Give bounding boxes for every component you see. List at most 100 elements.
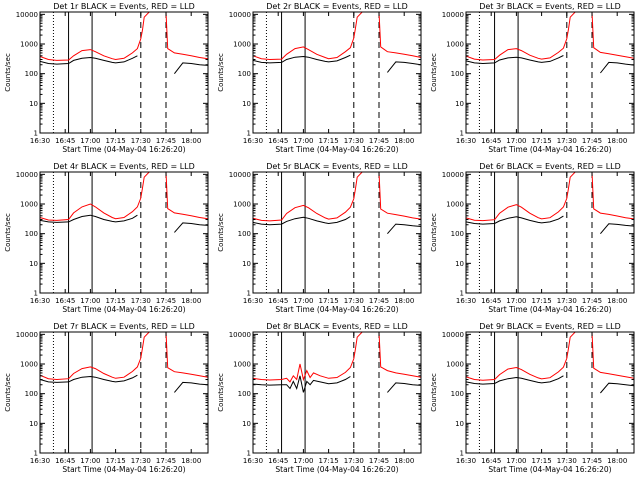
x-tick-label: 16:30 — [456, 297, 476, 305]
y-tick-label: 1000 — [446, 201, 464, 209]
x-tick-label: 17:00 — [293, 457, 313, 465]
series-events-line — [40, 55, 208, 75]
x-tick-label: 18:00 — [607, 457, 627, 465]
y-tick-label: 1000 — [233, 41, 251, 49]
x-tick-label: 16:30 — [30, 297, 50, 305]
y-tick-label: 10 — [29, 420, 38, 428]
series-events-line — [466, 215, 634, 235]
panel-title: Det 4r BLACK = Events, RED = LLD — [53, 162, 195, 171]
panel-title: Det 7r BLACK = Events, RED = LLD — [53, 322, 195, 331]
x-tick-label: 17:15 — [106, 297, 126, 305]
x-tick-label: 18:00 — [607, 137, 627, 145]
x-tick-label: 17:00 — [506, 457, 526, 465]
x-tick-label: 17:00 — [506, 297, 526, 305]
y-axis-label: Counts/sec — [4, 53, 12, 92]
x-tick-label: 16:45 — [481, 297, 501, 305]
y-tick-label: 1 — [460, 450, 464, 458]
x-tick-label: 16:45 — [481, 137, 501, 145]
y-tick-label: 1 — [34, 450, 38, 458]
y-tick-label: 1000 — [20, 41, 38, 49]
x-tick-label: 17:15 — [106, 457, 126, 465]
series-lld-line — [253, 12, 421, 61]
panel-title: Det 3r BLACK = Events, RED = LLD — [479, 2, 621, 11]
y-tick-label: 1000 — [233, 201, 251, 209]
plot-frame — [39, 331, 209, 454]
y-tick-label: 1000 — [446, 41, 464, 49]
y-tick-label: 100 — [238, 390, 251, 398]
x-tick-label: 16:45 — [268, 297, 288, 305]
x-tick-label: 17:30 — [557, 137, 577, 145]
x-tick-label: 16:30 — [456, 457, 476, 465]
x-tick-label: 17:00 — [80, 137, 100, 145]
y-tick-label: 10000 — [16, 331, 38, 339]
x-tick-label: 17:15 — [106, 137, 126, 145]
panel-series-group — [40, 12, 208, 75]
x-tick-label: 18:00 — [607, 297, 627, 305]
y-tick-label: 10 — [455, 420, 464, 428]
y-tick-label: 100 — [25, 390, 38, 398]
x-tick-label: 17:30 — [344, 457, 364, 465]
x-tick-label: 17:45 — [582, 297, 602, 305]
y-axis-label: Counts/sec — [217, 53, 225, 92]
x-tick-label: 16:45 — [55, 297, 75, 305]
x-tick-label: 16:45 — [268, 457, 288, 465]
x-tick-label: 16:30 — [456, 137, 476, 145]
x-tick-label: 17:00 — [293, 297, 313, 305]
plot-frame — [39, 171, 209, 294]
y-axis-label: Counts/sec — [430, 373, 438, 412]
x-axis-label: Start Time (04-May-04 16:26:20) — [62, 465, 185, 474]
x-axis-label: Start Time (04-May-04 16:26:20) — [62, 145, 185, 154]
x-axis-label: Start Time (04-May-04 16:26:20) — [488, 145, 611, 154]
x-tick-label: 17:45 — [582, 137, 602, 145]
x-tick-label: 16:45 — [55, 457, 75, 465]
y-tick-label: 1000 — [233, 361, 251, 369]
x-tick-label: 17:00 — [80, 297, 100, 305]
detector-panel: Det 6r BLACK = Events, RED = LLD 16:30 16:… — [430, 162, 635, 314]
panel-series-group — [40, 332, 208, 393]
x-tick-label: 17:15 — [319, 457, 339, 465]
x-tick-label: 17:00 — [506, 137, 526, 145]
y-tick-label: 1 — [460, 130, 464, 138]
panel-title: Det 2r BLACK = Events, RED = LLD — [266, 2, 408, 11]
x-tick-label: 16:30 — [30, 457, 50, 465]
y-tick-label: 1000 — [20, 361, 38, 369]
y-axis-label: Counts/sec — [217, 373, 225, 412]
y-tick-label: 100 — [25, 70, 38, 78]
y-tick-label: 1000 — [20, 201, 38, 209]
panel-series-group — [40, 172, 208, 233]
panel-title: Det 6r BLACK = Events, RED = LLD — [479, 162, 621, 171]
x-tick-label: 16:45 — [268, 137, 288, 145]
x-tick-label: 17:00 — [80, 457, 100, 465]
plot-frame — [252, 331, 422, 454]
series-events-line — [40, 214, 208, 233]
y-tick-label: 1 — [34, 130, 38, 138]
x-tick-label: 17:45 — [369, 137, 389, 145]
plot-frame — [252, 11, 422, 134]
x-tick-label: 17:30 — [131, 457, 151, 465]
series-events-line — [466, 55, 634, 74]
y-tick-label: 10000 — [229, 11, 251, 19]
y-tick-label: 10000 — [229, 331, 251, 339]
x-tick-label: 17:00 — [293, 137, 313, 145]
x-tick-label: 17:45 — [369, 297, 389, 305]
y-tick-label: 1 — [247, 290, 251, 298]
detector-panel: Det 5r BLACK = Events, RED = LLD 16:30 16:… — [217, 162, 422, 314]
y-tick-label: 10 — [455, 100, 464, 108]
x-tick-label: 18:00 — [181, 137, 201, 145]
detector-panel: Det 8r BLACK = Events, RED = LLD 16:30 16:… — [217, 322, 422, 474]
panel-series-group — [253, 172, 421, 235]
panel-series-group — [253, 332, 421, 393]
x-tick-label: 17:15 — [319, 297, 339, 305]
x-tick-label: 17:45 — [156, 297, 176, 305]
x-tick-label: 16:30 — [243, 137, 263, 145]
y-tick-label: 100 — [451, 70, 464, 78]
y-tick-label: 1 — [247, 450, 251, 458]
x-tick-label: 17:45 — [156, 457, 176, 465]
y-tick-label: 10000 — [16, 171, 38, 179]
y-axis-label: Counts/sec — [430, 213, 438, 252]
series-lld-line — [253, 172, 421, 222]
series-events-line — [40, 374, 208, 393]
y-axis-label: Counts/sec — [217, 213, 225, 252]
y-tick-label: 10 — [242, 260, 251, 268]
